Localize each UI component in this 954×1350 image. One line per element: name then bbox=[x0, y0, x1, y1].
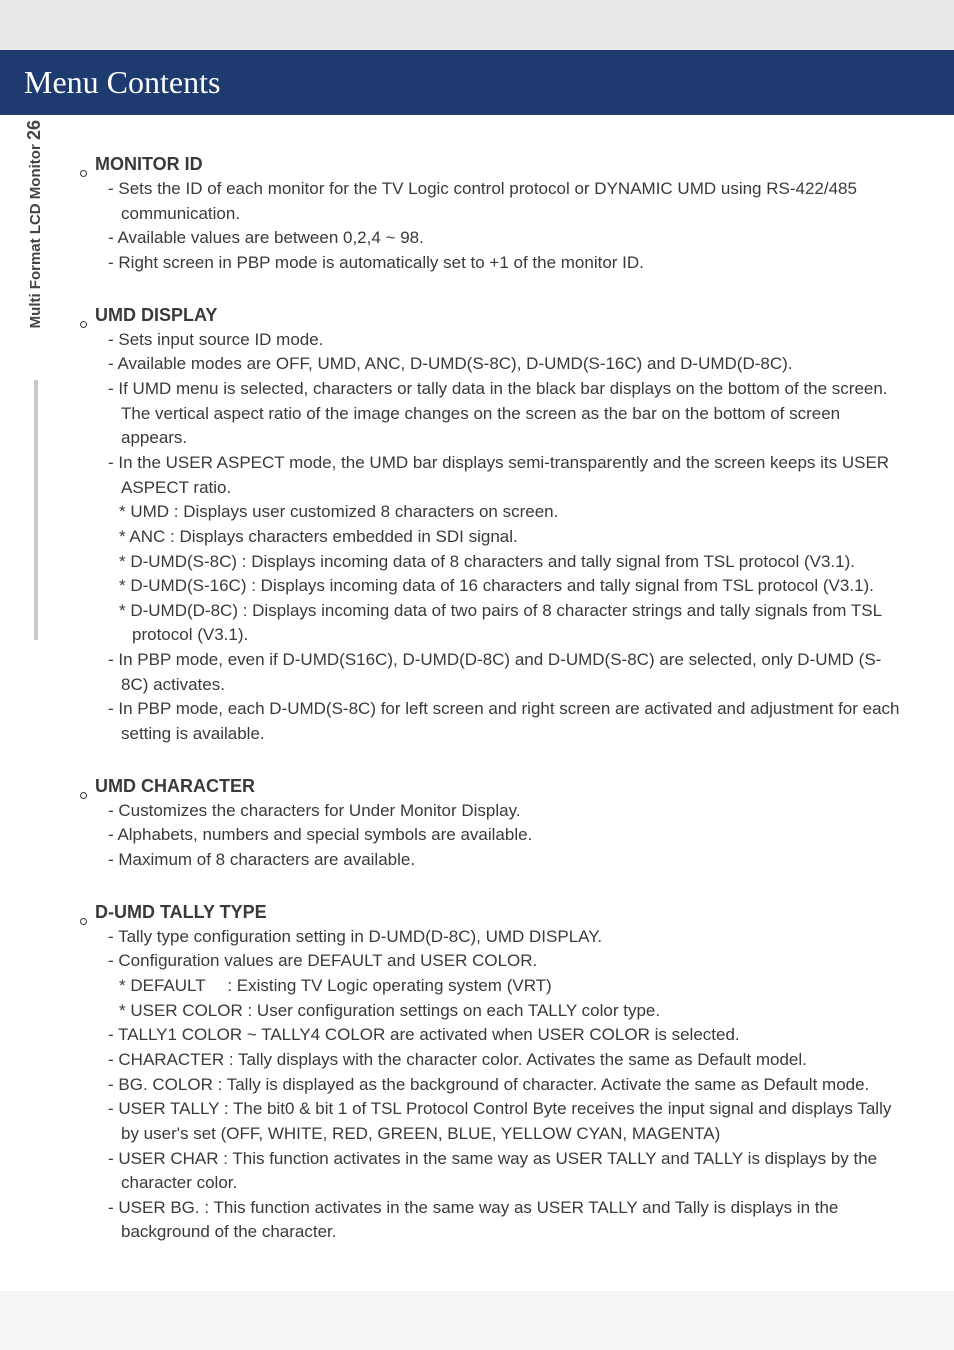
page-title: Menu Contents bbox=[0, 50, 954, 115]
bullet-ring-icon bbox=[80, 170, 87, 177]
content-area: MONITOR ID - Sets the ID of each monitor… bbox=[0, 115, 954, 1291]
body-line: - Right screen in PBP mode is automatica… bbox=[108, 251, 902, 276]
body-line: - Configuration values are DEFAULT and U… bbox=[108, 949, 902, 974]
top-band bbox=[0, 0, 954, 50]
body-line: - CHARACTER : Tally displays with the ch… bbox=[108, 1048, 902, 1073]
section-body: - Sets the ID of each monitor for the TV… bbox=[80, 177, 902, 276]
sub-line: * UMD : Displays user customized 8 chara… bbox=[108, 500, 902, 525]
section-dumd-tally-type: D-UMD TALLY TYPE - Tally type configurat… bbox=[80, 899, 902, 1245]
heading-row: MONITOR ID bbox=[80, 151, 902, 177]
body-line: - In PBP mode, each D-UMD(S-8C) for left… bbox=[108, 697, 902, 746]
body-line: - If UMD menu is selected, characters or… bbox=[108, 377, 902, 451]
body-line: - Sets input source ID mode. bbox=[108, 328, 902, 353]
body-line: - Maximum of 8 characters are available. bbox=[108, 848, 902, 873]
sub-line: * DEFAULT : Existing TV Logic operating … bbox=[108, 974, 902, 999]
body-line: - USER TALLY : The bit0 & bit 1 of TSL P… bbox=[108, 1097, 902, 1146]
section-heading: D-UMD TALLY TYPE bbox=[95, 899, 267, 925]
body-line: - Alphabets, numbers and special symbols… bbox=[108, 823, 902, 848]
side-page-label: Multi Format LCD Monitor 26 bbox=[24, 120, 45, 380]
section-monitor-id: MONITOR ID - Sets the ID of each monitor… bbox=[80, 151, 902, 276]
side-accent-bar bbox=[34, 380, 38, 640]
heading-row: UMD DISPLAY bbox=[80, 302, 902, 328]
body-line: - Sets the ID of each monitor for the TV… bbox=[108, 177, 902, 226]
heading-row: D-UMD TALLY TYPE bbox=[80, 899, 902, 925]
section-umd-display: UMD DISPLAY - Sets input source ID mode.… bbox=[80, 302, 902, 747]
body-line: - In the USER ASPECT mode, the UMD bar d… bbox=[108, 451, 902, 500]
sub-line: * ANC : Displays characters embedded in … bbox=[108, 525, 902, 550]
section-heading: MONITOR ID bbox=[95, 151, 203, 177]
sub-line: * D-UMD(S-16C) : Displays incoming data … bbox=[108, 574, 902, 599]
body-line: - Tally type configuration setting in D-… bbox=[108, 925, 902, 950]
heading-row: UMD CHARACTER bbox=[80, 773, 902, 799]
body-line: - USER CHAR : This function activates in… bbox=[108, 1147, 902, 1196]
section-heading: UMD DISPLAY bbox=[95, 302, 217, 328]
section-body: - Customizes the characters for Under Mo… bbox=[80, 799, 902, 873]
section-heading: UMD CHARACTER bbox=[95, 773, 255, 799]
side-text: Multi Format LCD Monitor bbox=[27, 144, 44, 328]
bullet-ring-icon bbox=[80, 792, 87, 799]
body-line: - TALLY1 COLOR ~ TALLY4 COLOR are activa… bbox=[108, 1023, 902, 1048]
body-line: - USER BG. : This function activates in … bbox=[108, 1196, 902, 1245]
section-umd-character: UMD CHARACTER - Customizes the character… bbox=[80, 773, 902, 873]
body-line: - In PBP mode, even if D-UMD(S16C), D-UM… bbox=[108, 648, 902, 697]
bullet-ring-icon bbox=[80, 918, 87, 925]
body-line: - BG. COLOR : Tally is displayed as the … bbox=[108, 1073, 902, 1098]
body-line: - Available modes are OFF, UMD, ANC, D-U… bbox=[108, 352, 902, 377]
page-number: 26 bbox=[24, 120, 44, 140]
sub-line: * D-UMD(S-8C) : Displays incoming data o… bbox=[108, 550, 902, 575]
sub-line: * USER COLOR : User configuration settin… bbox=[108, 999, 902, 1024]
body-line: - Customizes the characters for Under Mo… bbox=[108, 799, 902, 824]
section-body: - Tally type configuration setting in D-… bbox=[80, 925, 902, 1245]
section-body: - Sets input source ID mode. - Available… bbox=[80, 328, 902, 747]
bullet-ring-icon bbox=[80, 321, 87, 328]
sub-line: * D-UMD(D-8C) : Displays incoming data o… bbox=[108, 599, 902, 648]
body-line: - Available values are between 0,2,4 ~ 9… bbox=[108, 226, 902, 251]
